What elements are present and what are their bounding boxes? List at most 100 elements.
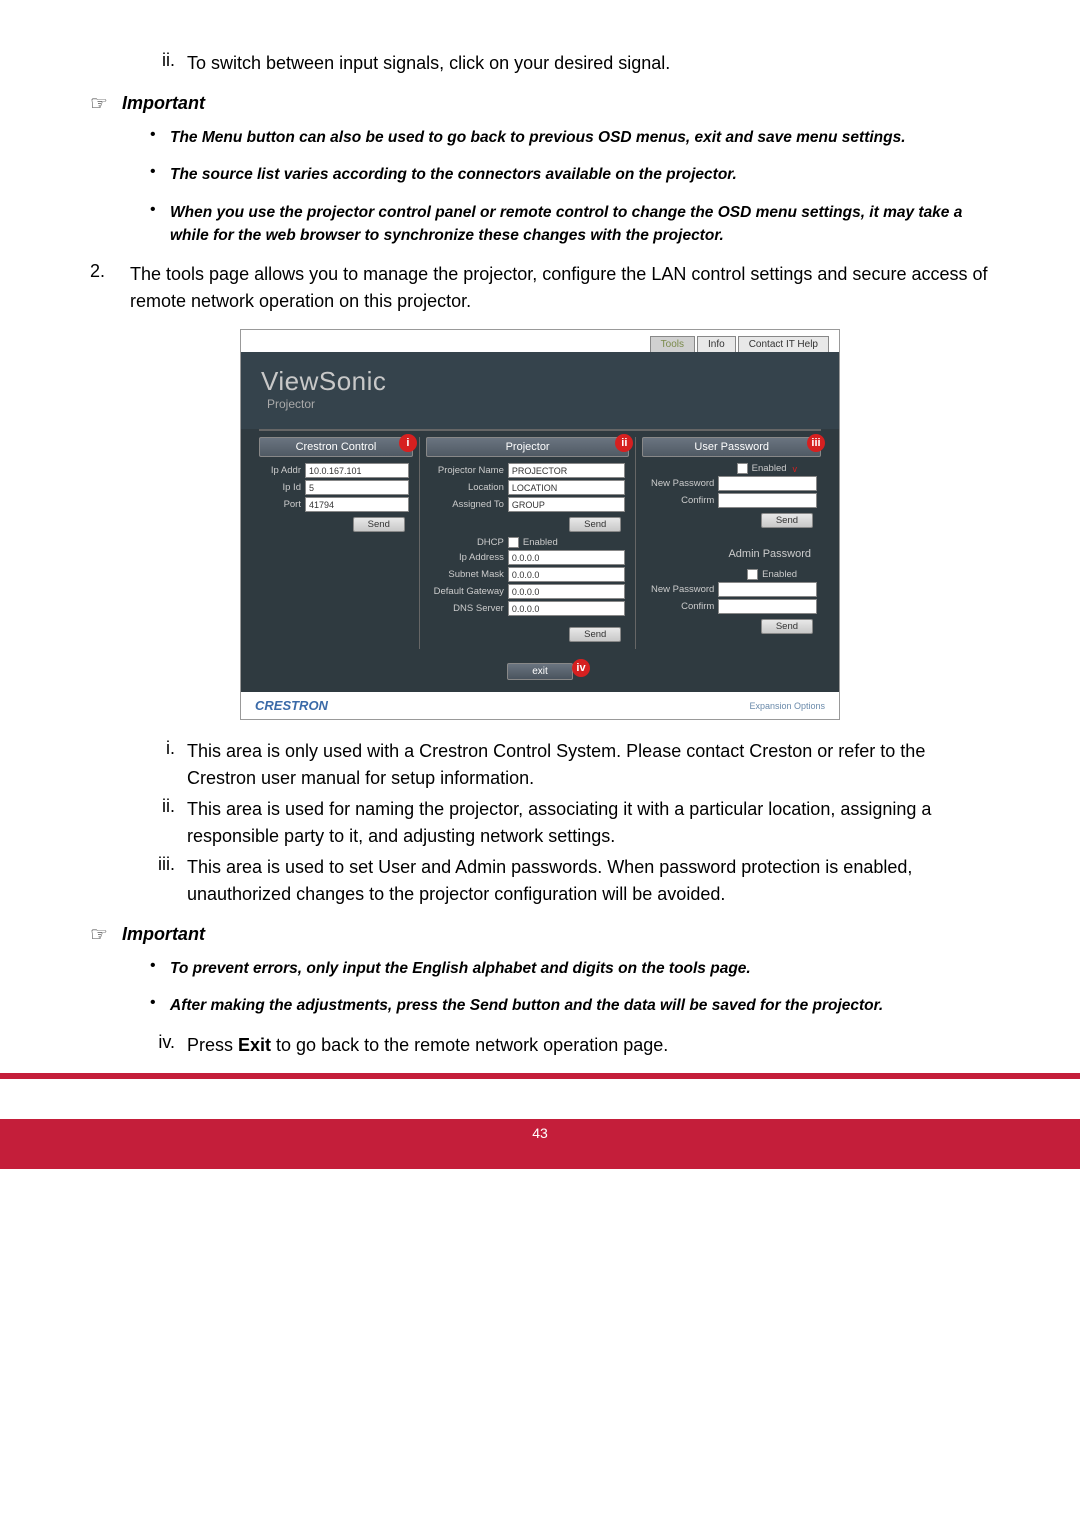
vertical-divider [635, 437, 636, 649]
user-newpw-input[interactable] [718, 476, 817, 491]
important-heading: ☞ Important [90, 91, 990, 116]
callout-i: i [399, 434, 417, 452]
important-heading: ☞ Important [90, 922, 990, 947]
projector-title: Projector [426, 437, 629, 457]
subnet-input[interactable]: 0.0.0.0 [508, 567, 625, 582]
list-item: iv. Press Exit to go back to the remote … [145, 1032, 990, 1059]
assigned-input[interactable]: GROUP [508, 497, 625, 512]
bullet-icon: • [150, 126, 170, 149]
roman-numeral: iv. [145, 1032, 175, 1059]
roman-numeral: ii. [145, 50, 175, 77]
numbered-item: 2. The tools page allows you to manage t… [90, 261, 990, 315]
gateway-input[interactable]: 0.0.0.0 [508, 584, 625, 599]
user-newpw-label: New Password [646, 478, 718, 489]
admin-enabled-checkbox[interactable] [747, 569, 758, 580]
important-label: Important [122, 93, 205, 114]
bullet-item: •The Menu button can also be used to go … [150, 126, 990, 149]
ipaddress-label: Ip Address [430, 552, 508, 563]
list-item: i. This area is only used with a Crestro… [145, 738, 990, 792]
projector-panel: Projector ii Projector NamePROJECTOR Loc… [426, 437, 629, 649]
crestron-panel: Crestron Control i Ip Addr10.0.167.101 I… [259, 437, 413, 539]
admin-newpw-label: New Password [646, 584, 718, 595]
ip-addr-input[interactable]: 10.0.167.101 [305, 463, 409, 478]
ip-id-label: Ip Id [263, 482, 305, 493]
list-item: iii. This area is used to set User and A… [145, 854, 990, 908]
exit-bold: Exit [238, 1035, 271, 1055]
bullet-icon: • [150, 201, 170, 248]
page-footer: 43 [0, 1119, 1080, 1169]
network-send-button[interactable]: Send [569, 627, 621, 642]
bullet-text: When you use the projector control panel… [170, 201, 990, 248]
viewsonic-sub: Projector [267, 397, 819, 411]
callout-ii: ii [615, 434, 633, 452]
dhcp-label: DHCP [430, 537, 508, 548]
tools-page-screenshot: Tools Info Contact IT Help ViewSonic Pro… [240, 329, 840, 720]
ipaddress-input[interactable]: 0.0.0.0 [508, 550, 625, 565]
bullet-icon: • [150, 957, 170, 980]
admin-password-title: Admin Password [642, 545, 821, 563]
projector-name-label: Projector Name [430, 465, 508, 476]
projector-send-button[interactable]: Send [569, 517, 621, 532]
list-text: This area is used for naming the project… [187, 796, 990, 850]
bullet-item: •After making the adjustments, press the… [150, 994, 990, 1017]
bullet-icon: • [150, 994, 170, 1017]
roman-numeral: iii. [145, 854, 175, 908]
text-post: to go back to the remote network operati… [271, 1035, 668, 1055]
v-mark: v [793, 464, 798, 474]
port-label: Port [263, 499, 305, 510]
crestron-send-button[interactable]: Send [353, 517, 405, 532]
tab-info[interactable]: Info [697, 336, 736, 352]
dns-input[interactable]: 0.0.0.0 [508, 601, 625, 616]
location-input[interactable]: LOCATION [508, 480, 625, 495]
exit-button[interactable]: exit [507, 663, 573, 680]
bullet-item: •To prevent errors, only input the Engli… [150, 957, 990, 980]
user-send-button[interactable]: Send [761, 513, 813, 528]
list-text: Press Exit to go back to the remote netw… [187, 1032, 668, 1059]
ip-addr-label: Ip Addr [263, 465, 305, 476]
screenshot-header: ViewSonic Projector [241, 352, 839, 429]
tab-contact[interactable]: Contact IT Help [738, 336, 829, 352]
list-item: ii. This area is used for naming the pro… [145, 796, 990, 850]
bullet-text: The Menu button can also be used to go b… [170, 126, 906, 149]
bullet-text: After making the adjustments, press the … [170, 994, 883, 1017]
projector-name-input[interactable]: PROJECTOR [508, 463, 625, 478]
roman-numeral: i. [145, 738, 175, 792]
tabs-row: Tools Info Contact IT Help [241, 330, 839, 352]
pointing-hand-icon: ☞ [90, 922, 108, 947]
item-text: The tools page allows you to manage the … [130, 261, 990, 315]
user-enabled-checkbox[interactable] [737, 463, 748, 474]
list-text: This area is used to set User and Admin … [187, 854, 990, 908]
callout-iv: iv [572, 659, 590, 677]
bullet-item: •The source list varies according to the… [150, 163, 990, 186]
screenshot-footer: CRESTRON Expansion Options [241, 692, 839, 719]
crestron-title: Crestron Control [259, 437, 413, 457]
list-text: To switch between input signals, click o… [187, 50, 670, 77]
user-password-title: User Password [642, 437, 821, 457]
item-number: 2. [90, 261, 120, 315]
admin-newpw-input[interactable] [718, 582, 817, 597]
crestron-logo: CRESTRON [255, 698, 328, 713]
bullet-text: To prevent errors, only input the Englis… [170, 957, 751, 980]
user-confirm-input[interactable] [718, 493, 817, 508]
list-text: This area is only used with a Crestron C… [187, 738, 990, 792]
admin-send-button[interactable]: Send [761, 619, 813, 634]
dhcp-enabled-text: Enabled [523, 537, 558, 548]
bullet-icon: • [150, 163, 170, 186]
dns-label: DNS Server [430, 603, 508, 614]
location-label: Location [430, 482, 508, 493]
user-password-panel: User Password iii Enabledv New Password … [642, 437, 821, 535]
subnet-label: Subnet Mask [430, 569, 508, 580]
dhcp-checkbox[interactable] [508, 537, 519, 548]
bullet-item: •When you use the projector control pane… [150, 201, 990, 248]
ip-id-input[interactable]: 5 [305, 480, 409, 495]
admin-enabled-text: Enabled [762, 569, 797, 580]
user-enabled-text: Enabled [752, 463, 787, 474]
user-confirm-label: Confirm [646, 495, 718, 506]
expansion-link[interactable]: Expansion Options [749, 701, 825, 711]
divider [259, 429, 821, 431]
viewsonic-logo: ViewSonic [261, 366, 819, 397]
tab-tools[interactable]: Tools [650, 336, 695, 352]
admin-confirm-input[interactable] [718, 599, 817, 614]
port-input[interactable]: 41794 [305, 497, 409, 512]
list-item: ii. To switch between input signals, cli… [145, 50, 990, 77]
